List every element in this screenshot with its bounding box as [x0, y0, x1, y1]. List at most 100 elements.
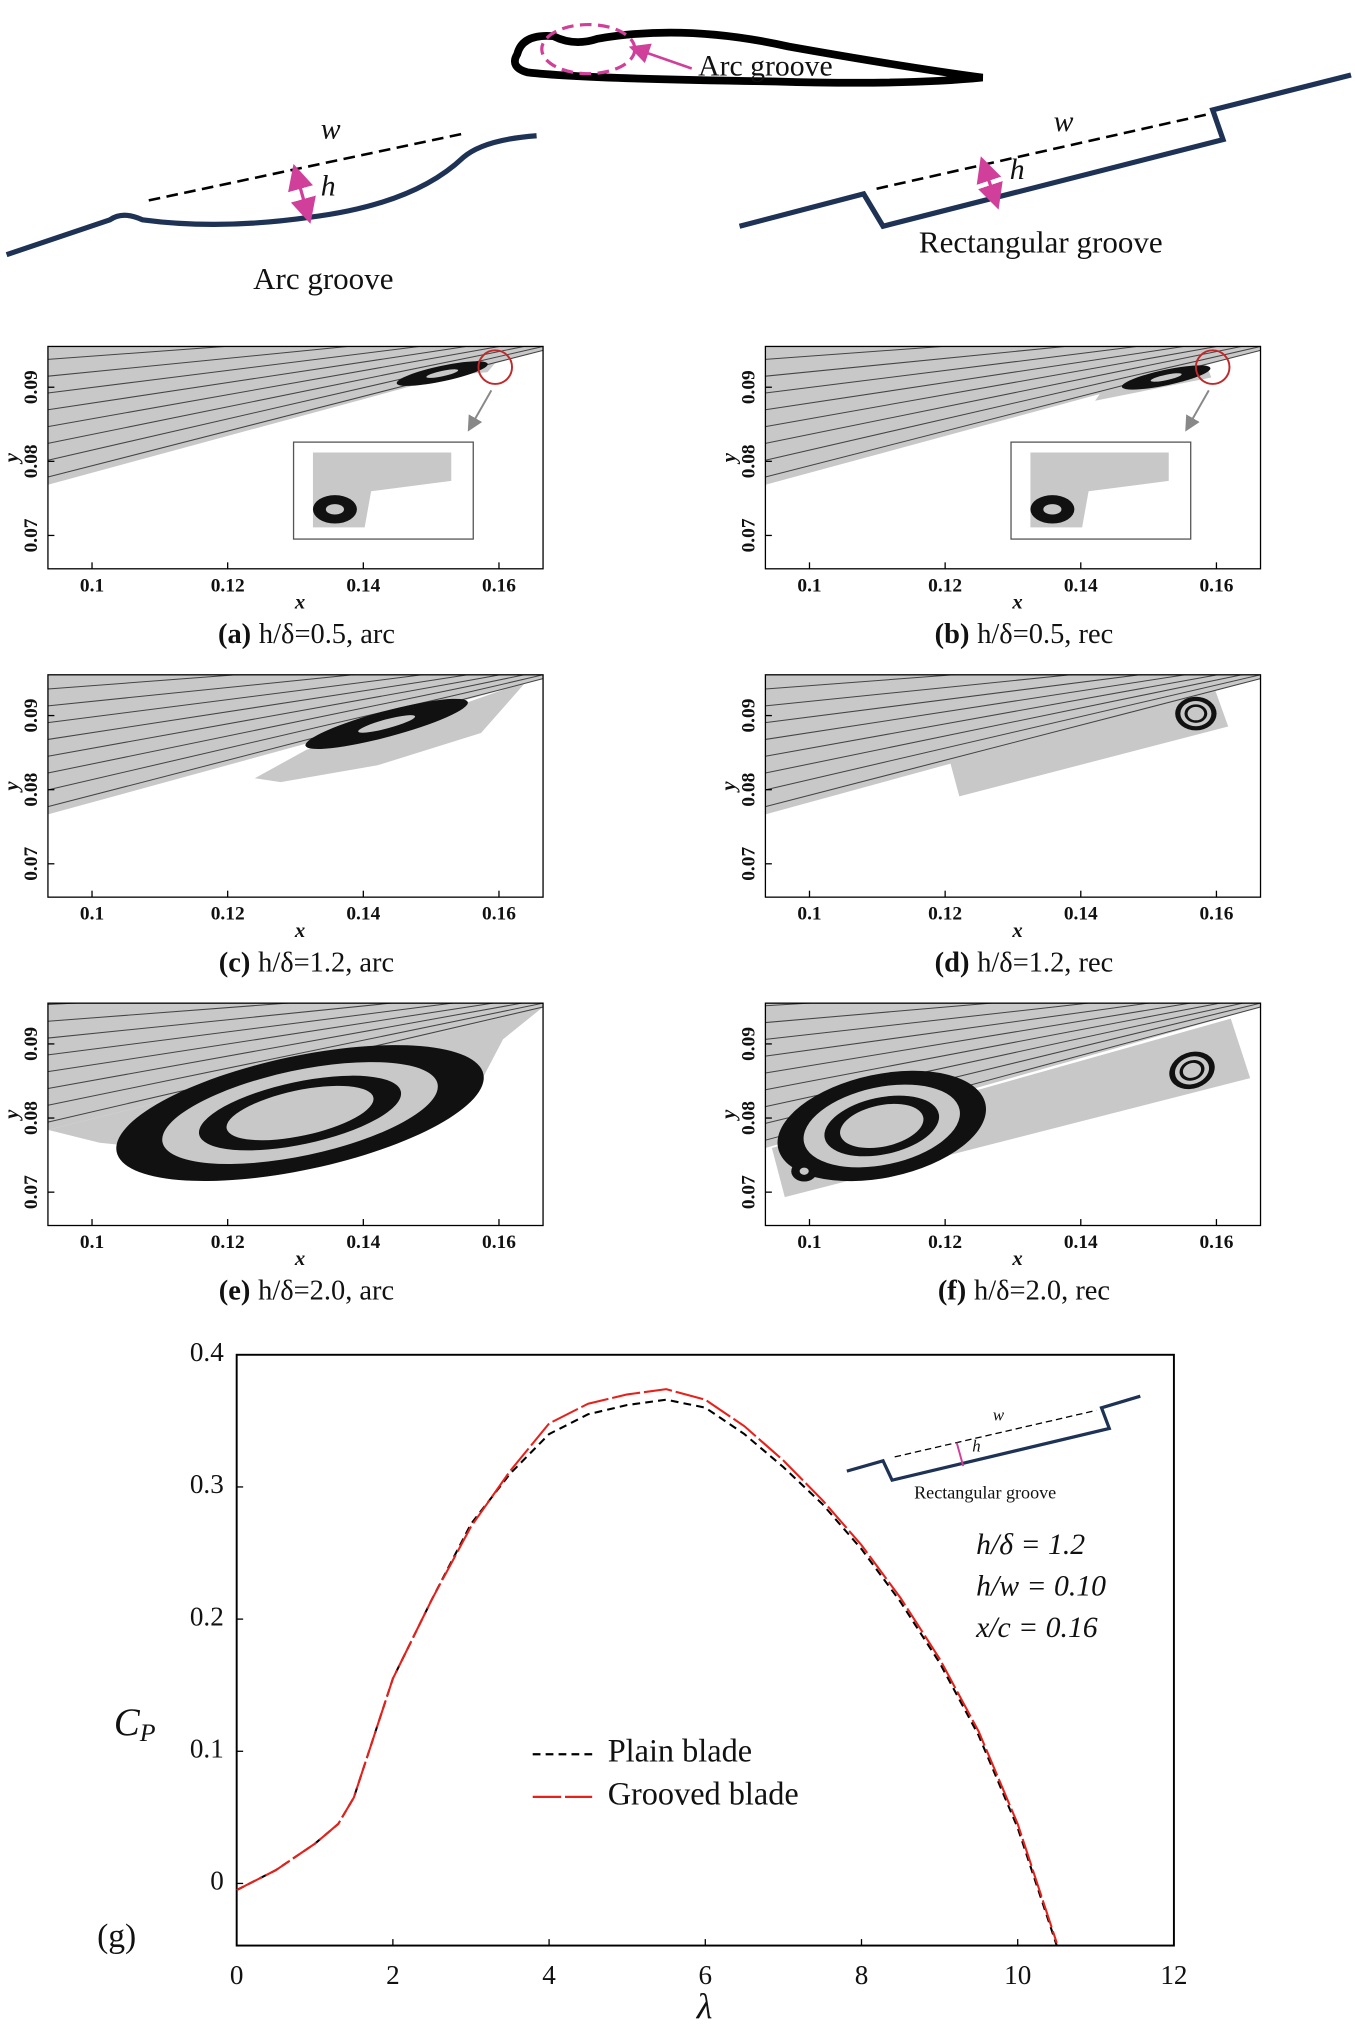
y-tick-label: 0.09 — [738, 699, 759, 733]
airfoil — [511, 28, 984, 87]
inset-width-line — [894, 1409, 1097, 1458]
streamline — [47, 674, 471, 740]
streamline — [47, 346, 527, 444]
plot-frame — [47, 1002, 544, 1227]
x-tick-label: 0.16 — [1199, 1232, 1233, 1253]
plot-frame — [47, 674, 544, 898]
streamline — [48, 648, 543, 673]
rect-width-line — [876, 112, 1211, 190]
caption-text: h/δ=1.2, arc — [258, 947, 394, 978]
x-tick-label: 0.1 — [80, 904, 104, 925]
caption: (e) h/δ=2.0, arc — [219, 1275, 394, 1306]
streamline — [765, 648, 1260, 673]
caption-label: (a) — [218, 619, 251, 650]
series-line — [236, 1388, 1058, 1944]
plot-frame — [764, 345, 1262, 570]
flow — [765, 648, 1261, 815]
x-tick-label: 8 — [855, 1960, 869, 1990]
streamline — [765, 674, 1221, 757]
x-tick-label: 10 — [1004, 1960, 1031, 1990]
streamline — [47, 1003, 294, 1022]
inset-w: w — [993, 1406, 1005, 1425]
plot-frame — [764, 674, 1262, 898]
x-axis-label: x — [294, 591, 305, 613]
flow — [765, 346, 1261, 485]
x-tick-label: 0.12 — [211, 575, 245, 596]
y-tick-label: 0.09 — [21, 699, 42, 733]
streamline — [765, 674, 1189, 740]
streamline — [47, 1003, 85, 1005]
streamline — [765, 346, 1245, 444]
y-axis-label-main: C — [114, 1701, 141, 1744]
y-tick-label: 0.09 — [738, 1027, 759, 1061]
zoom-circle — [477, 349, 514, 385]
streamline — [765, 346, 1220, 428]
y-tick-label: 0.07 — [21, 1175, 42, 1209]
y-axis-label: y — [718, 781, 740, 794]
rect-h: h — [1010, 154, 1025, 186]
flow — [47, 1003, 544, 1181]
x-tick-label: 0.14 — [1064, 904, 1098, 925]
x-tick-label: 0.1 — [797, 904, 821, 925]
y-tick-label: 0.1 — [190, 1734, 224, 1764]
callout-label: Arc groove — [698, 50, 833, 82]
x-tick-label: 0.16 — [482, 575, 516, 596]
vortex — [799, 1167, 809, 1175]
y-axis-label-sub: P — [139, 1718, 156, 1747]
y-tick-label: 0.07 — [21, 847, 42, 881]
fluid-region — [47, 674, 544, 815]
vortex — [426, 369, 459, 378]
streamline — [765, 674, 961, 690]
streamline — [765, 674, 1144, 724]
arc-w: w — [321, 114, 341, 146]
vortex — [1150, 373, 1182, 382]
streamline — [765, 674, 1245, 774]
inset-depth-arrow — [955, 1442, 965, 1467]
x-tick-label: 0.1 — [797, 1232, 821, 1253]
caption: (f) h/δ=2.0, rec — [938, 1275, 1110, 1306]
caption-text: h/δ=0.5, arc — [259, 619, 395, 650]
y-tick-label: 0 — [210, 1866, 224, 1896]
rect-w: w — [1054, 106, 1074, 138]
y-axis-label: y — [718, 1109, 740, 1122]
x-tick-label: 0.14 — [346, 904, 380, 925]
streamline — [47, 1003, 396, 1039]
y-tick-label: 0.08 — [738, 1101, 759, 1135]
y-axis-label: y — [718, 452, 740, 465]
caption: (b) h/δ=0.5, rec — [935, 619, 1114, 650]
zoom-arrow — [467, 389, 493, 432]
streamline — [47, 346, 232, 360]
streamline — [765, 1003, 1093, 1040]
y-tick-label: 0.08 — [738, 772, 759, 806]
y-axis-label: y — [1, 781, 23, 794]
y-tick-label: 0.08 — [21, 1101, 42, 1135]
y-tick-label: 0.07 — [738, 518, 759, 552]
caption-label: (f) — [938, 1275, 966, 1306]
x-tick-label: 0.14 — [346, 575, 380, 596]
streamline — [47, 1003, 544, 1106]
rect-wall — [738, 72, 1352, 230]
caption-text: h/δ=1.2, rec — [977, 947, 1113, 978]
y-tick-label: 0.09 — [738, 370, 759, 404]
streamline — [765, 1003, 1193, 1074]
streamline — [47, 674, 243, 690]
series-line — [236, 1398, 1058, 1946]
caption: (c) h/δ=1.2, arc — [219, 947, 394, 978]
x-axis-label: x — [1011, 591, 1022, 613]
streamline — [765, 674, 1261, 791]
y-tick-label: 0.07 — [738, 847, 759, 881]
flow — [47, 648, 544, 815]
x-axis-label: x — [1011, 920, 1022, 942]
x-tick-label: 0.12 — [211, 1232, 245, 1253]
x-tick-label: 0.1 — [80, 575, 104, 596]
x-tick-label: 4 — [542, 1960, 556, 1990]
panel-label: (g) — [97, 1918, 136, 1955]
rect-depth-arrow — [976, 156, 1003, 210]
plot-frame — [764, 1002, 1262, 1227]
x-tick-label: 0.14 — [1064, 575, 1098, 596]
x-tick-label: 0.1 — [797, 575, 821, 596]
streamline — [765, 678, 1261, 808]
vortex — [840, 1103, 924, 1149]
x-tick-label: 0.12 — [928, 904, 962, 925]
y-tick-label: 0.08 — [738, 444, 759, 478]
